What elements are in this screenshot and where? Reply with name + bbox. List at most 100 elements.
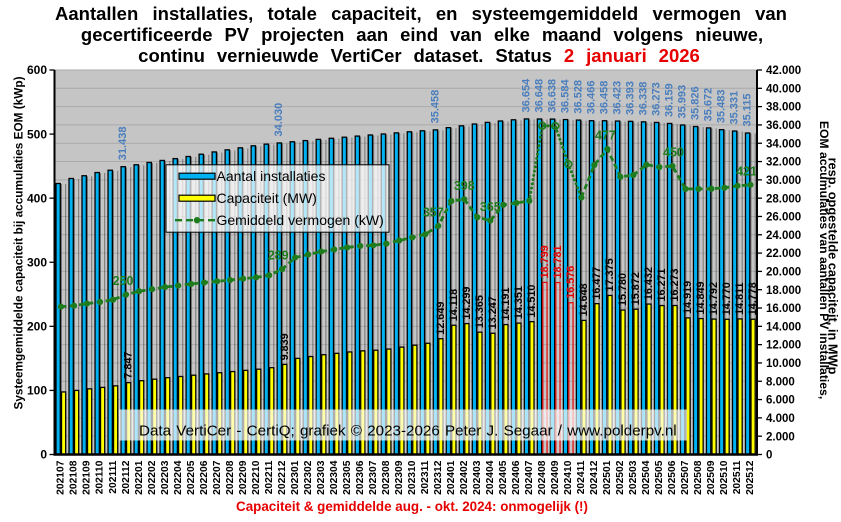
svg-text:35.993: 35.993 — [676, 85, 688, 119]
svg-text:14.792: 14.792 — [708, 282, 720, 315]
svg-text:202203: 202203 — [160, 460, 171, 495]
svg-text:202109: 202109 — [82, 460, 93, 495]
svg-text:4.000: 4.000 — [766, 413, 795, 425]
svg-text:202308: 202308 — [381, 460, 392, 495]
svg-text:202307: 202307 — [368, 460, 379, 495]
svg-text:6.000: 6.000 — [766, 395, 795, 407]
svg-text:18.781: 18.781 — [552, 246, 564, 279]
svg-text:202403: 202403 — [472, 460, 483, 495]
svg-text:35.331: 35.331 — [729, 91, 741, 125]
svg-text:202506: 202506 — [667, 460, 678, 495]
svg-text:202507: 202507 — [680, 460, 691, 495]
svg-text:202301: 202301 — [290, 460, 301, 495]
svg-text:398: 398 — [454, 179, 475, 193]
svg-text:14.849: 14.849 — [695, 282, 707, 315]
svg-text:202302: 202302 — [303, 460, 314, 495]
svg-text:Capaciteit & gemiddelde aug. -: Capaciteit & gemiddelde aug. - okt. 2024… — [236, 499, 588, 514]
svg-text:202504: 202504 — [641, 460, 652, 495]
svg-text:202305: 202305 — [342, 460, 353, 495]
svg-text:16.576: 16.576 — [565, 266, 577, 299]
svg-text:34.030: 34.030 — [273, 103, 285, 137]
svg-text:202503: 202503 — [628, 460, 639, 495]
svg-text:16.477: 16.477 — [591, 267, 603, 300]
svg-text:365: 365 — [480, 200, 501, 214]
svg-text:289: 289 — [268, 249, 289, 263]
svg-text:14.351: 14.351 — [513, 286, 525, 319]
svg-text:0: 0 — [40, 448, 47, 462]
svg-text:18.799: 18.799 — [539, 245, 551, 278]
svg-text:28.000: 28.000 — [766, 193, 801, 205]
svg-text:202304: 202304 — [329, 460, 340, 495]
svg-text:477: 477 — [595, 129, 616, 143]
svg-text:36.528: 36.528 — [572, 80, 584, 114]
svg-text:202312: 202312 — [433, 460, 444, 495]
svg-text:14.770: 14.770 — [721, 282, 733, 315]
svg-text:202311: 202311 — [420, 460, 431, 494]
svg-text:24.000: 24.000 — [766, 230, 801, 242]
svg-text:18.000: 18.000 — [766, 285, 801, 297]
svg-text:202411: 202411 — [576, 460, 587, 494]
svg-text:15.780: 15.780 — [617, 273, 629, 306]
svg-text:34.000: 34.000 — [766, 138, 801, 150]
svg-text:42.000: 42.000 — [766, 65, 801, 77]
svg-text:100: 100 — [27, 384, 47, 398]
svg-text:36.648: 36.648 — [533, 79, 545, 113]
svg-text:202112: 202112 — [121, 460, 132, 494]
svg-text:14.919: 14.919 — [682, 281, 694, 314]
svg-text:357: 357 — [423, 205, 444, 219]
svg-text:40.000: 40.000 — [766, 83, 801, 95]
svg-text:202303: 202303 — [316, 460, 327, 495]
svg-text:35.115: 35.115 — [742, 93, 754, 126]
svg-text:36.458: 36.458 — [598, 81, 610, 115]
svg-text:16.271: 16.271 — [656, 269, 668, 302]
svg-text:202406: 202406 — [511, 460, 522, 495]
svg-text:17.375: 17.375 — [604, 258, 616, 291]
svg-text:202206: 202206 — [199, 460, 210, 495]
svg-text:13.365: 13.365 — [474, 295, 486, 328]
svg-text:202502: 202502 — [615, 460, 626, 495]
svg-text:32.000: 32.000 — [766, 157, 801, 169]
svg-text:202409: 202409 — [550, 460, 561, 495]
svg-text:36.654: 36.654 — [520, 78, 532, 113]
svg-text:8.000: 8.000 — [766, 376, 795, 388]
svg-text:202410: 202410 — [563, 460, 574, 495]
svg-text:202210: 202210 — [251, 460, 262, 495]
svg-text:35.672: 35.672 — [703, 88, 715, 122]
svg-text:202107: 202107 — [56, 460, 67, 495]
svg-text:36.393: 36.393 — [624, 81, 636, 115]
svg-text:20.000: 20.000 — [766, 267, 801, 279]
svg-text:Gemiddeld vermogen (kW): Gemiddeld vermogen (kW) — [217, 212, 384, 228]
svg-text:Capaciteit (MW): Capaciteit (MW) — [217, 190, 317, 206]
svg-text:202408: 202408 — [537, 460, 548, 495]
svg-text:202511: 202511 — [732, 460, 743, 494]
svg-text:202310: 202310 — [407, 460, 418, 495]
svg-text:202508: 202508 — [693, 460, 704, 495]
svg-text:202209: 202209 — [238, 460, 249, 495]
svg-text:250: 250 — [113, 274, 134, 288]
svg-text:2.000: 2.000 — [766, 431, 795, 443]
svg-text:202204: 202204 — [173, 460, 184, 495]
svg-text:14.510: 14.510 — [526, 285, 538, 318]
svg-text:31.438: 31.438 — [117, 127, 129, 161]
svg-text:35.458: 35.458 — [429, 90, 441, 124]
svg-text:15.872: 15.872 — [630, 272, 642, 305]
svg-text:10.000: 10.000 — [766, 358, 801, 370]
svg-text:0: 0 — [766, 450, 772, 462]
svg-text:12.000: 12.000 — [766, 340, 801, 352]
svg-text:14.191: 14.191 — [500, 288, 512, 321]
svg-text:300: 300 — [27, 255, 47, 269]
svg-text:13.247: 13.247 — [487, 296, 499, 329]
svg-text:38.000: 38.000 — [766, 102, 801, 114]
svg-text:202212: 202212 — [277, 460, 288, 495]
svg-text:450: 450 — [663, 146, 684, 160]
svg-text:600: 600 — [27, 63, 47, 77]
svg-text:16.000: 16.000 — [766, 303, 801, 315]
svg-text:202201: 202201 — [134, 460, 145, 495]
svg-text:14.811: 14.811 — [734, 282, 746, 314]
svg-text:202510: 202510 — [719, 460, 730, 495]
svg-text:35.483: 35.483 — [716, 90, 728, 124]
svg-text:14.648: 14.648 — [578, 283, 590, 316]
svg-text:36.638: 36.638 — [546, 79, 558, 113]
svg-text:35.826: 35.826 — [690, 86, 702, 120]
svg-text:202412: 202412 — [589, 460, 600, 495]
